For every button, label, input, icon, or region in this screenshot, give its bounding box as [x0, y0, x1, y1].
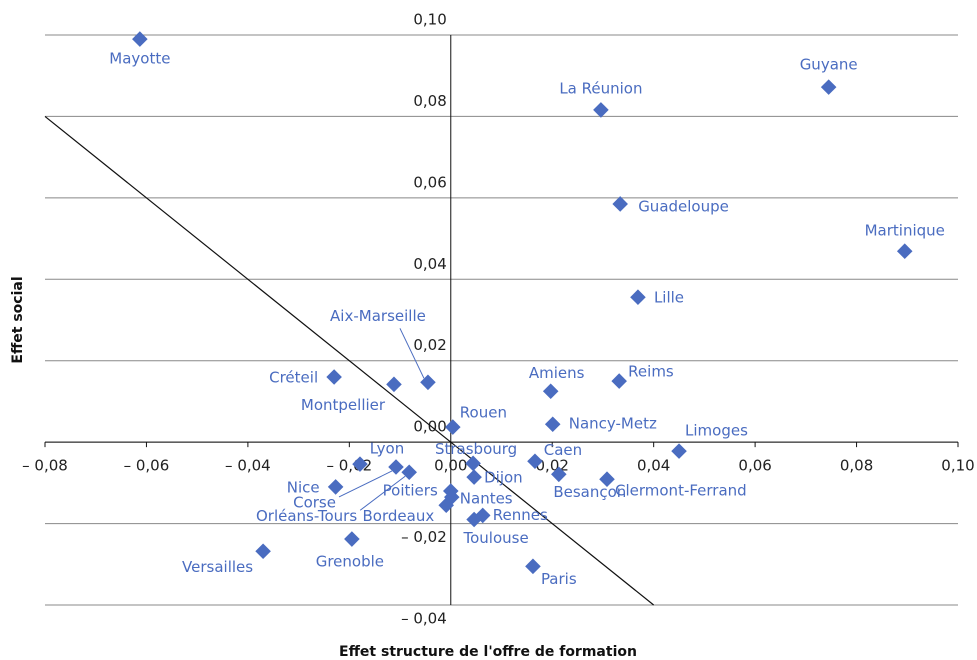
point-label: Nantes [460, 490, 513, 508]
reference-line [44, 115, 655, 606]
point [465, 455, 481, 472]
y-tick-label: 0,08 [413, 92, 446, 110]
point [255, 543, 271, 560]
point-label: Paris [541, 570, 577, 588]
point [326, 369, 342, 385]
point [344, 531, 360, 547]
x-tick-label: 0,04 [637, 457, 670, 475]
point [132, 31, 148, 47]
point [420, 374, 436, 391]
point-label: Amiens [529, 364, 585, 382]
point [388, 459, 404, 475]
point-label: Limoges [685, 422, 748, 440]
point-label: Bordeaux [363, 507, 435, 525]
leader-line [399, 328, 425, 379]
point-label: Martinique [865, 222, 945, 240]
x-tick-label: 0,00 [434, 457, 467, 475]
point-label: Strasbourg [435, 440, 517, 458]
point-label: Nancy-Metz [569, 415, 657, 433]
point-label: Créteil [269, 369, 318, 387]
point-label: Clermont-Ferrand [615, 482, 747, 500]
x-tick-label: – 0,06 [124, 457, 170, 475]
point-label: Rouen [460, 404, 507, 422]
y-tick-label: 0,00 [413, 418, 446, 436]
point-label: Guadeloupe [638, 197, 729, 215]
y-tick-label: – 0,02 [401, 528, 447, 546]
y-tick-label: 0,06 [413, 173, 446, 191]
y-tick-label: – 0,04 [401, 610, 447, 628]
point-label: Rennes [493, 506, 548, 524]
point [466, 469, 482, 485]
point-label: Lyon [370, 440, 405, 458]
point-label: Lille [654, 289, 684, 307]
y-tick-label: 0,10 [413, 11, 446, 29]
point [671, 443, 687, 459]
point-label: Dijon [484, 469, 523, 487]
point [896, 243, 913, 259]
leader-line [359, 475, 406, 511]
point-label: Guyane [800, 56, 858, 74]
point-label: Caen [544, 441, 582, 459]
point [544, 416, 561, 433]
x-tick-label: 0,06 [738, 457, 771, 475]
point-label: Orléans-Tours [256, 507, 357, 525]
point [630, 289, 646, 305]
point-label: Montpellier [301, 396, 386, 414]
point-label: Nice [287, 478, 320, 496]
point-label: Aix-Marseille [330, 307, 426, 325]
point [386, 376, 402, 393]
x-tick-label: 0,08 [840, 457, 873, 475]
x-axis-title: Effet structure de l'offre de formation [339, 644, 637, 660]
point-label: Poitiers [383, 482, 438, 500]
point [820, 79, 837, 95]
x-tick-label: – 0,04 [225, 457, 271, 475]
point-label: Toulouse [463, 529, 529, 547]
point [611, 373, 627, 389]
point [612, 196, 628, 212]
point [542, 383, 559, 400]
x-tick-label: – 0,08 [22, 457, 68, 475]
point [327, 479, 344, 495]
leader-line [338, 470, 393, 498]
x-tick-label: 0,10 [941, 457, 974, 475]
point [525, 558, 541, 575]
y-tick-label: 0,02 [413, 336, 446, 354]
y-axis-title: Effet social [10, 276, 26, 363]
point-label: Grenoble [316, 553, 384, 571]
point-label: Versailles [182, 558, 253, 576]
point-label: Corse [293, 493, 336, 511]
point [445, 419, 461, 435]
point-label: Reims [628, 363, 674, 381]
y-tick-label: 0,04 [413, 255, 446, 273]
point-label: La Réunion [559, 79, 642, 97]
point [593, 102, 609, 118]
point-label: Mayotte [109, 50, 170, 68]
point-label: Besançon [553, 483, 626, 501]
